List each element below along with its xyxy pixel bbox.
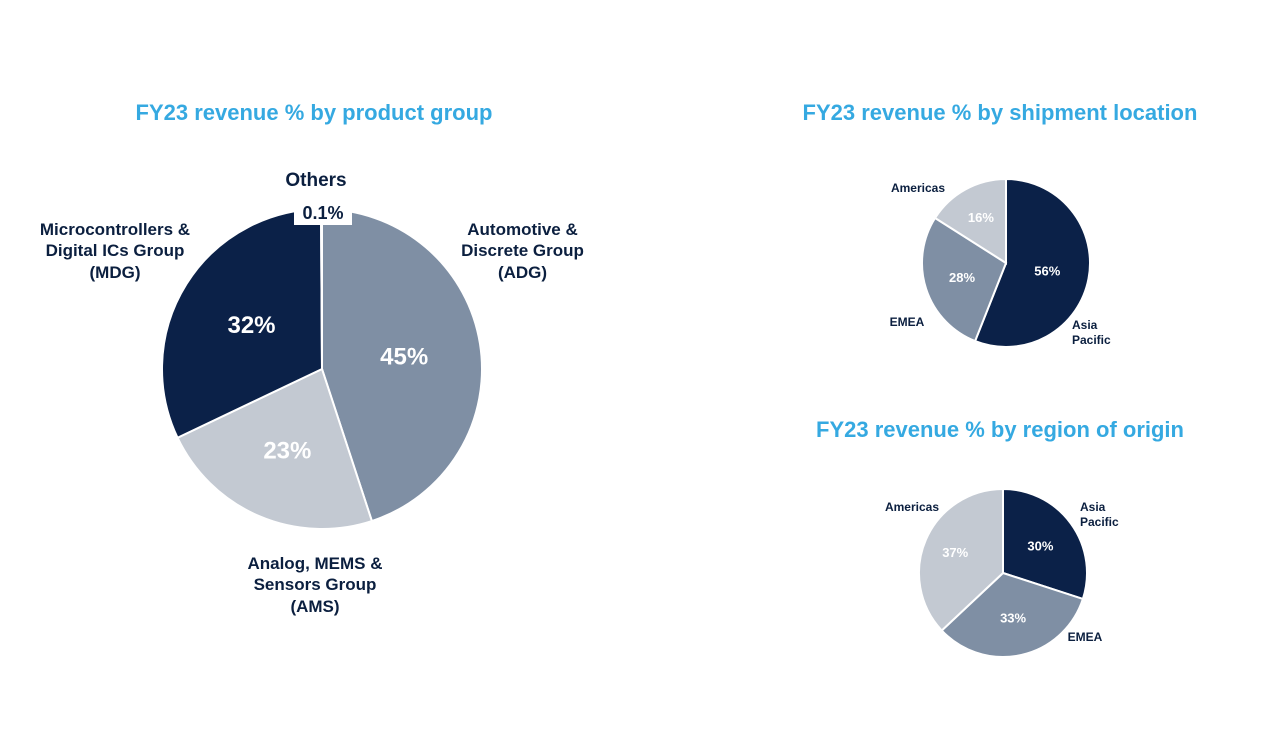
pie-value-label-0-2: 32% xyxy=(227,312,275,339)
chart-title-product-group: FY23 revenue % by product group xyxy=(135,100,493,125)
label-ams: Analog, MEMS & Sensors Group (AMS) xyxy=(247,554,383,616)
pie-slice-2-0 xyxy=(1002,487,1088,601)
pie-slice-0-1 xyxy=(176,367,374,530)
label-origin-emea: EMEA xyxy=(1067,630,1103,644)
label-mdg: Microcontrollers & Digital ICs Group (MD… xyxy=(39,220,191,282)
label-others: Others xyxy=(285,170,347,191)
pie-slice-1-2 xyxy=(933,177,1007,265)
pie-slice-2-1 xyxy=(940,571,1085,658)
label-origin-asia-pacific: Asia Pacific xyxy=(1080,500,1119,529)
pie-slice-0-3 xyxy=(319,207,323,370)
pie-slice-0-0 xyxy=(321,207,483,523)
pie-value-label-0-1: 23% xyxy=(263,437,311,464)
label-shipment-emea: EMEA xyxy=(889,315,925,329)
pie-slice-0-2 xyxy=(161,207,324,440)
label-origin-americas: Americas xyxy=(884,500,940,514)
pie-slice-2-2 xyxy=(918,487,1004,632)
pie-value-label-2-0: 30% xyxy=(1027,538,1053,553)
label-shipment-asia-pacific: Asia Pacific xyxy=(1072,318,1111,347)
pie-value-label-0-0: 45% xyxy=(380,343,428,370)
pie-value-label-1-0: 56% xyxy=(1034,263,1060,278)
pie-slice-1-0 xyxy=(973,177,1091,348)
pie-slice-1-1 xyxy=(921,216,1008,343)
pie-value-label-2-1: 33% xyxy=(1000,611,1026,626)
pie-value-label-1-1: 28% xyxy=(949,270,975,285)
label-shipment-americas: Americas xyxy=(890,181,946,195)
pie-value-label-2-2: 37% xyxy=(942,545,968,560)
label-adg: Automotive & Discrete Group (ADG) xyxy=(461,220,584,282)
pie-value-label-1-2: 16% xyxy=(968,210,994,225)
chart-title-region-of-origin: FY23 revenue % by region of origin xyxy=(816,417,1184,442)
label-others-value: 0.1% xyxy=(294,202,352,225)
chart-title-shipment-location: FY23 revenue % by shipment location xyxy=(802,100,1198,125)
